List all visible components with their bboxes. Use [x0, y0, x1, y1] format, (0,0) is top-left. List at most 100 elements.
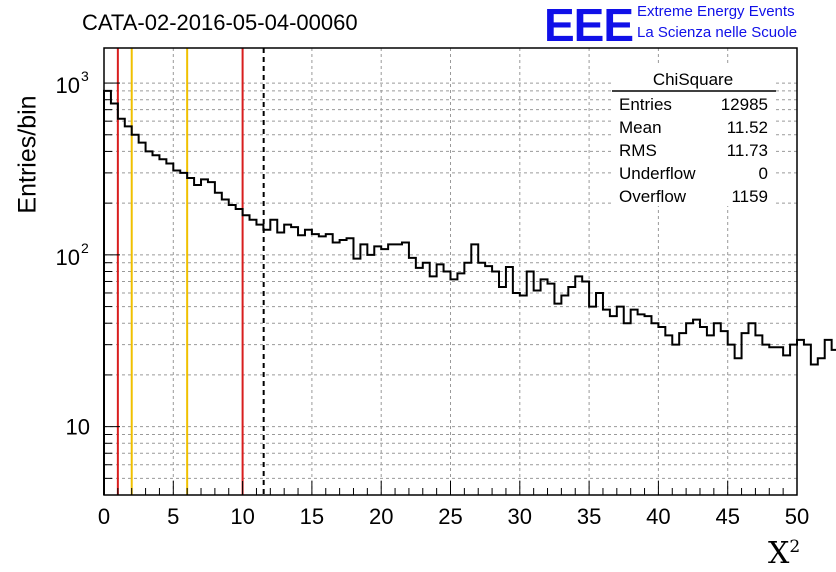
y-tick-label: 10 [66, 415, 90, 440]
histogram-bin [832, 350, 836, 495]
x-tick-label: 15 [300, 504, 324, 529]
histogram-bin [159, 159, 166, 495]
histogram-bin [229, 205, 236, 495]
histogram-bin [360, 244, 367, 495]
stats-box [612, 66, 776, 206]
histogram-bin [464, 263, 471, 495]
histogram-bin [319, 236, 326, 495]
stats-title: ChiSquare [653, 70, 733, 89]
stats-row-value: 0 [759, 164, 768, 183]
histogram-bin [492, 272, 499, 496]
histogram-bin [797, 340, 804, 495]
histogram-bin [568, 287, 575, 495]
x-axis-label-base: X [768, 536, 790, 571]
histogram-bin [180, 173, 187, 495]
histogram-bin [388, 244, 395, 495]
histogram-bin [603, 310, 610, 495]
histogram-bin [194, 185, 201, 495]
stats-row-label: Underflow [619, 164, 696, 183]
histogram-bin [748, 323, 755, 495]
x-tick-label: 35 [577, 504, 601, 529]
x-tick-label: 0 [98, 504, 110, 529]
histogram-bin [208, 182, 215, 495]
histogram-bin [721, 331, 728, 495]
histogram-bin [575, 276, 582, 495]
histogram-bin [728, 345, 735, 495]
histogram-bin [451, 279, 458, 495]
histogram-bin [374, 246, 381, 495]
x-tick-label: 45 [715, 504, 739, 529]
histogram-bin [437, 264, 444, 495]
histogram-bin [187, 178, 194, 495]
x-tick-label: 50 [785, 504, 809, 529]
histogram-bin [790, 345, 797, 495]
histogram-bin [672, 345, 679, 495]
org-name-line2: La Scienza nelle Scuole [637, 24, 798, 41]
histogram-bin [541, 279, 548, 495]
histogram-bin [485, 266, 492, 495]
histogram-bin [818, 358, 825, 495]
histogram-bin [236, 209, 243, 495]
histogram-bin [409, 258, 416, 495]
histogram-bin [742, 333, 749, 495]
histogram-bin [804, 345, 811, 495]
y-tick-label-exp: 2 [81, 240, 89, 256]
histogram-bin [166, 164, 173, 495]
org-name-line1: Extreme Energy Events [637, 3, 795, 20]
histogram-bin [381, 249, 388, 495]
histogram-bin [111, 104, 118, 495]
x-tick-label: 40 [646, 504, 670, 529]
histogram-bin [589, 307, 596, 495]
histogram-bin [714, 323, 721, 495]
eee-logo: EEE [544, 0, 634, 51]
histogram-bin [326, 234, 333, 495]
y-tick-label: 10 [56, 73, 80, 98]
histogram-bin [402, 243, 409, 495]
x-tick-label: 25 [438, 504, 462, 529]
histogram-bin [638, 314, 645, 495]
histogram-bin [506, 267, 513, 495]
histogram-bin [700, 327, 707, 495]
histogram-bin [173, 170, 180, 495]
histogram-bin [423, 263, 430, 495]
histogram-bin [645, 316, 652, 495]
histogram-bin [617, 307, 624, 495]
histogram-bin [291, 227, 298, 495]
histogram-bin [256, 225, 263, 495]
stats-row-value: 11.52 [727, 118, 768, 137]
histogram-bin [139, 143, 146, 495]
histogram-bin [333, 243, 340, 495]
histogram-bin [825, 340, 832, 495]
x-tick-label: 30 [508, 504, 532, 529]
histogram-bin [347, 238, 354, 495]
histogram-bin [312, 234, 319, 495]
histogram-bin [686, 323, 693, 495]
histogram-bin [471, 244, 478, 495]
stats-row-label: Overflow [619, 187, 687, 206]
histogram-bin [125, 126, 132, 495]
histogram-bin [776, 347, 783, 495]
histogram-bin [527, 272, 534, 496]
histogram-bin [679, 333, 686, 495]
histogram-bin [153, 155, 160, 495]
x-tick-label: 20 [369, 504, 393, 529]
histogram-bin [769, 347, 776, 495]
histogram-bin [811, 364, 818, 495]
histogram-bin [430, 276, 437, 495]
histogram-bin [762, 345, 769, 495]
histogram-bin [554, 304, 561, 495]
histogram-bin [132, 135, 139, 495]
y-tick-label-exp: 3 [81, 68, 89, 84]
histogram-bin [610, 316, 617, 495]
histogram-bin [284, 225, 291, 495]
histogram-bin [215, 193, 222, 495]
stats-row-value: 12985 [721, 95, 768, 114]
histogram-bin [305, 230, 312, 495]
histogram-bin [478, 263, 485, 495]
histogram-bin [783, 355, 790, 495]
stats-row-value: 1159 [731, 187, 768, 206]
x-axis-label-exp: 2 [789, 537, 801, 557]
histogram-bin [693, 320, 700, 495]
histogram-bin [416, 268, 423, 495]
